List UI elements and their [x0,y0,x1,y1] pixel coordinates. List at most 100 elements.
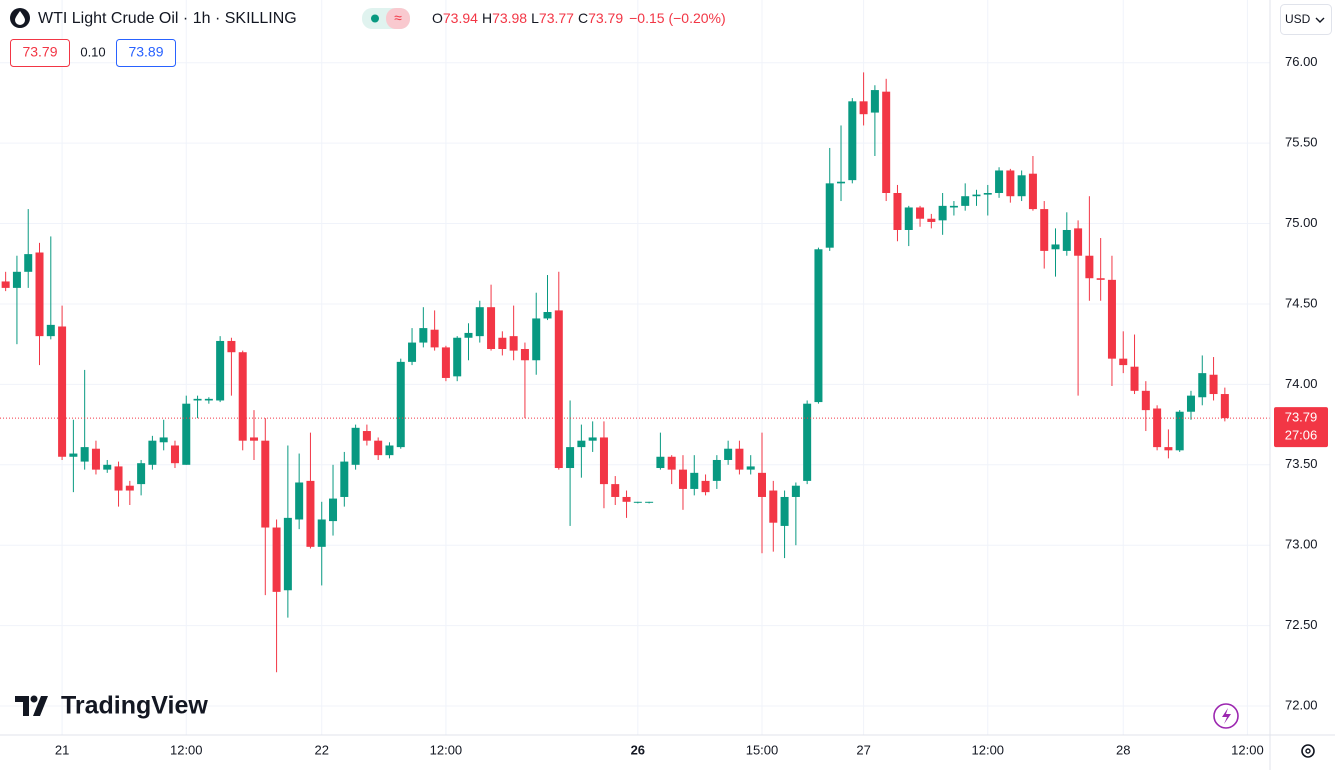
sell-box[interactable] [10,39,70,67]
y-tick-label: 73.50 [1285,456,1318,471]
candle-body [1074,228,1083,256]
candle-body [543,312,552,319]
candle-body [1198,373,1207,398]
y-tick-label: 72.50 [1285,617,1318,632]
candle-body [1220,394,1229,419]
countdown-label: 27:06 [1285,428,1318,443]
candle-body [12,271,21,288]
candle-body [385,445,394,456]
logo-mark [15,696,29,716]
candle-body [633,501,642,503]
buy-box[interactable] [116,39,176,67]
x-tick-label: 27 [856,742,870,757]
candle-body [746,466,755,470]
ohlc-change: −0.15 (−0.20%) [629,10,726,26]
candle-body [983,192,992,195]
x-tick-label: 22 [314,742,328,757]
candle-body [949,205,958,208]
candle-body [712,459,721,481]
candle-body [1028,173,1037,210]
candle-body [904,207,913,230]
candle-body [182,403,191,465]
candle-body [916,207,925,219]
candle-body [859,101,868,115]
candle-body [566,447,575,469]
candle-body [1017,175,1026,197]
candle-body [261,440,270,528]
candle-body [690,472,699,489]
settings-icon[interactable] [1301,744,1315,758]
candle-body [599,437,608,485]
x-tick-label: 21 [55,742,69,757]
candle-body [91,448,100,470]
candle-body [295,482,304,520]
status-toggle-right[interactable] [386,8,410,29]
candle-body [148,440,157,465]
bid-price: 73.79 [22,44,57,60]
candle-body [1209,374,1218,395]
candle-body [1186,395,1195,412]
candle-body [1119,358,1128,366]
candle-body [656,456,665,469]
x-tick-label: 26 [631,742,645,757]
candle-body [58,326,67,457]
candle-body [825,183,834,248]
candle-body [520,349,529,361]
candle-body [283,517,292,591]
x-tick-label: 12:00 [170,742,203,757]
candle-body [137,463,146,485]
currency-button[interactable] [1280,4,1332,35]
candle-body [509,336,518,351]
y-tick-label: 73.00 [1285,537,1318,552]
ohlc-value: 73.94 [443,10,478,26]
candle-body [329,498,338,522]
ohlc-key: O [432,10,443,26]
candles [0,72,1270,673]
candle-body [159,437,168,443]
candle-body [588,437,597,441]
candle-body [114,466,123,491]
candle-body [577,440,586,448]
candle-body [475,307,484,337]
candle-body [498,337,507,350]
candle-body [667,456,676,470]
candle-body [24,254,33,272]
ohlc-key: L [531,10,539,26]
candle-body [758,472,766,497]
candle-body [396,361,405,448]
candle-body [1006,170,1015,197]
y-tick-label: 74.50 [1285,295,1318,310]
symbol-title: WTI Light Crude Oil · 1h · SKILLING [38,10,297,27]
candle-body [317,519,326,547]
candle-body [622,496,631,502]
candle-body [927,218,936,222]
x-tick-label: 15:00 [746,742,779,757]
candle-body [362,431,371,441]
candle-body [272,527,281,592]
logo-text: TradingView [61,692,208,720]
candle-body [35,252,44,337]
settings-icon-core [1305,748,1311,754]
candle-body [893,192,902,230]
candle-body [791,485,800,497]
ohlc-key: H [482,10,492,26]
candle-body [972,194,981,197]
candle-body [735,448,744,470]
candle-body [193,398,202,401]
candle-body [1062,229,1071,251]
candle-body [961,196,970,206]
candle-body [1,281,10,288]
candle-body [351,427,360,465]
candle-body [780,496,789,526]
candle-body [487,307,496,350]
candle-body [250,437,258,441]
candle-body [1153,408,1162,448]
candle-body [837,181,846,184]
currency-chevron [1315,17,1325,23]
y-tick-label: 75.50 [1285,135,1318,150]
y-tick-label: 75.00 [1285,215,1318,230]
candle-body [1107,279,1116,359]
logo-mark-slash [33,696,48,716]
ask-price: 73.89 [128,44,163,60]
